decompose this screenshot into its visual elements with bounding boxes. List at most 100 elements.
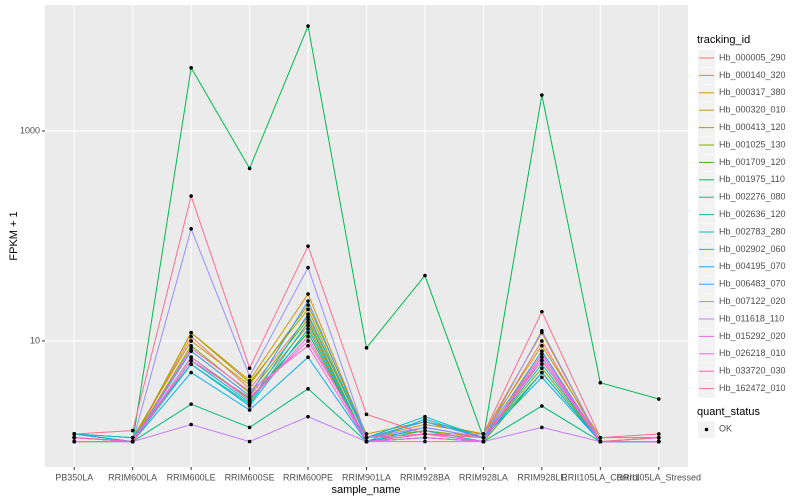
data-point	[306, 330, 310, 335]
legend-title: tracking_id	[697, 34, 750, 46]
data-point	[189, 370, 193, 375]
point-legend-title: quant_status	[697, 406, 760, 418]
data-point	[540, 375, 544, 380]
data-point	[247, 395, 252, 400]
legend-label: Hb_001975_110	[719, 174, 785, 184]
data-point	[540, 343, 544, 348]
data-point	[540, 352, 544, 356]
legend-label: Hb_007122_020	[719, 296, 786, 306]
data-point	[540, 366, 544, 371]
data-point	[247, 389, 252, 394]
data-point	[189, 349, 193, 353]
data-point	[540, 404, 544, 408]
data-point	[189, 402, 193, 406]
legend-label: Hb_000413_120	[719, 122, 786, 132]
data-point	[306, 323, 310, 328]
x-tick-label: RRII105LA_Control	[561, 472, 639, 482]
y-tick-label: 1000	[20, 125, 40, 135]
data-point	[656, 397, 661, 401]
data-point	[189, 339, 193, 343]
data-point	[247, 398, 252, 403]
data-point	[72, 432, 77, 436]
legend-label: Hb_033720_030	[719, 366, 786, 376]
data-point	[306, 303, 310, 307]
data-point	[423, 414, 427, 419]
data-point	[306, 312, 310, 316]
data-point	[540, 339, 544, 343]
data-point	[189, 343, 193, 348]
data-point	[423, 428, 427, 433]
data-point	[423, 435, 427, 440]
y-tick-label: 10	[30, 335, 40, 345]
data-point	[540, 425, 544, 430]
data-point	[189, 334, 193, 339]
data-point	[540, 93, 544, 97]
data-point	[656, 439, 661, 444]
data-point	[189, 330, 193, 335]
data-point	[306, 327, 310, 331]
x-tick-label: RRIM928BA	[400, 472, 450, 482]
point-legend-label: OK	[719, 423, 732, 433]
data-point	[306, 299, 310, 303]
data-point	[247, 387, 252, 391]
legend-label: Hb_000320_010	[719, 105, 786, 115]
x-tick-label: RRII105LA_Stressed	[616, 472, 701, 482]
data-point	[306, 24, 310, 28]
data-point	[423, 422, 427, 427]
legend-label: Hb_026218_010	[719, 348, 786, 358]
x-tick-label: RRIM901LA	[342, 472, 391, 482]
data-point	[247, 425, 252, 430]
data-point	[306, 314, 310, 319]
x-tick-label: RRIM928LE	[517, 472, 566, 482]
data-point	[130, 439, 135, 444]
data-point	[189, 362, 193, 367]
y-axis-title: FPKM + 1	[8, 211, 20, 260]
data-point	[189, 422, 193, 427]
data-point	[540, 328, 544, 333]
data-point	[540, 355, 544, 360]
data-point	[364, 412, 369, 417]
data-point	[423, 419, 427, 424]
data-point	[189, 194, 193, 198]
legend-label: Hb_001709_120	[719, 157, 786, 167]
data-point	[540, 358, 544, 363]
data-point	[423, 417, 427, 421]
data-point	[247, 166, 252, 171]
data-point	[72, 439, 77, 444]
x-axis-title: sample_name	[331, 484, 400, 496]
data-point	[598, 439, 603, 444]
data-point	[130, 435, 135, 440]
data-point	[306, 414, 310, 419]
data-point	[247, 408, 252, 412]
data-point	[656, 435, 661, 440]
data-point	[423, 439, 427, 444]
data-point	[306, 320, 310, 325]
data-point	[540, 362, 544, 367]
data-point	[306, 339, 310, 343]
data-point	[656, 432, 661, 436]
data-point	[598, 380, 603, 385]
data-point	[72, 435, 77, 440]
legend-label: Hb_002636_120	[719, 209, 786, 219]
point-legend-swatch	[704, 427, 709, 432]
data-point	[247, 374, 252, 379]
data-point	[306, 387, 310, 391]
legend-label: Hb_004195_070	[719, 261, 786, 271]
legend-label: Hb_011618_110	[719, 313, 784, 323]
data-point	[247, 404, 252, 408]
legend-label: Hb_162472_010	[719, 383, 786, 393]
x-tick-label: RRIM928LA	[459, 472, 508, 482]
data-point	[540, 309, 544, 314]
legend-label: Hb_002783_280	[719, 226, 786, 236]
x-tick-label: PB350LA	[55, 472, 93, 482]
data-point	[189, 346, 193, 351]
data-point	[189, 227, 193, 231]
legend-label: Hb_001025_130	[719, 139, 786, 149]
data-point	[540, 349, 544, 353]
legend-label: Hb_002902_060	[719, 244, 786, 254]
data-point	[481, 439, 486, 444]
data-point	[189, 65, 193, 70]
legend-label: Hb_000005_290	[719, 52, 786, 62]
data-point	[306, 265, 310, 270]
